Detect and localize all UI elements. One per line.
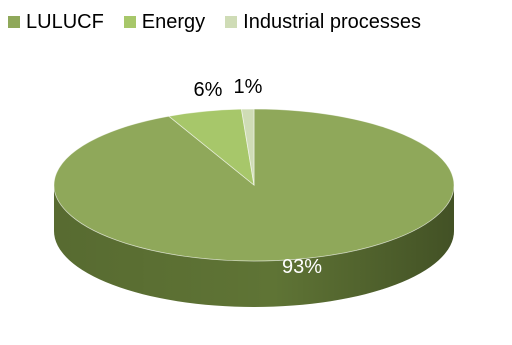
pie-side-shade-lulucf xyxy=(54,185,454,307)
legend-label-energy: Energy xyxy=(141,10,206,33)
legend-label-industrial-processes: Industrial processes xyxy=(243,10,422,33)
legend-swatch-industrial-processes xyxy=(225,16,238,28)
pie-label-energy: 6% xyxy=(194,79,223,101)
pie-labels: 93% 6% 1% xyxy=(194,76,323,278)
chart-legend: LULUCF Energy Industrial processes xyxy=(8,6,421,38)
legend-label-lulucf: LULUCF xyxy=(26,10,104,33)
pie-sides xyxy=(54,185,454,307)
legend-swatch-energy xyxy=(123,16,136,28)
pie-label-lulucf: 93% xyxy=(282,256,322,278)
legend-item-lulucf: LULUCF xyxy=(8,11,104,34)
legend-item-industrial-processes: Industrial processes xyxy=(225,11,421,34)
legend-item-energy: Energy xyxy=(123,10,206,34)
pie-slices xyxy=(53,108,455,262)
legend-swatch-lulucf xyxy=(8,16,20,28)
pie-label-industrial-processes: 1% xyxy=(234,76,263,98)
pie-slice-industrial-processes xyxy=(240,108,255,186)
